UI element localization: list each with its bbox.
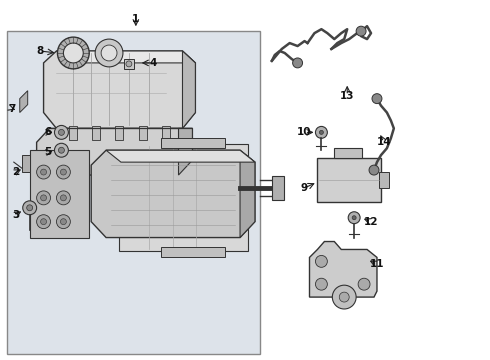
Circle shape (60, 195, 66, 201)
Circle shape (358, 278, 370, 290)
Text: 10: 10 (297, 127, 312, 138)
Text: 1: 1 (132, 14, 140, 24)
Circle shape (54, 125, 69, 139)
Polygon shape (91, 150, 255, 238)
Circle shape (316, 126, 327, 138)
Bar (124, 59, 134, 69)
Circle shape (41, 169, 47, 175)
Bar (162, 126, 170, 140)
Text: 8: 8 (36, 46, 43, 56)
Text: 13: 13 (340, 91, 354, 101)
Circle shape (369, 165, 379, 175)
Polygon shape (20, 91, 28, 113)
Circle shape (56, 191, 71, 205)
Circle shape (356, 26, 366, 36)
Text: 4: 4 (149, 58, 156, 68)
Circle shape (58, 147, 64, 153)
Text: 3: 3 (12, 210, 20, 220)
Polygon shape (56, 51, 196, 63)
Polygon shape (106, 150, 255, 162)
Circle shape (37, 191, 50, 205)
Circle shape (54, 143, 69, 157)
Bar (92, 126, 100, 140)
Circle shape (126, 61, 132, 67)
Circle shape (63, 43, 83, 63)
Circle shape (37, 215, 50, 229)
Polygon shape (240, 150, 255, 238)
Text: 6: 6 (44, 127, 51, 138)
Circle shape (41, 195, 47, 201)
Circle shape (56, 165, 71, 179)
Polygon shape (182, 51, 196, 129)
Polygon shape (178, 129, 193, 175)
Circle shape (60, 219, 66, 225)
Circle shape (352, 216, 356, 220)
Circle shape (60, 169, 66, 175)
Text: 5: 5 (44, 147, 51, 157)
Circle shape (23, 201, 37, 215)
Circle shape (372, 94, 382, 104)
Circle shape (293, 58, 302, 68)
Circle shape (56, 215, 71, 229)
Bar (161, 247, 225, 257)
Bar (30, 150, 89, 238)
Bar (272, 176, 284, 200)
Text: 7: 7 (8, 104, 16, 113)
Circle shape (58, 129, 64, 135)
Bar (161, 138, 225, 148)
Bar (379, 172, 389, 188)
Polygon shape (22, 155, 30, 172)
Bar (119, 144, 248, 251)
Circle shape (26, 205, 33, 211)
Circle shape (339, 292, 349, 302)
Circle shape (41, 219, 47, 225)
Bar (7, 31, 260, 354)
Polygon shape (37, 129, 193, 175)
Circle shape (57, 37, 89, 69)
Bar (70, 126, 77, 140)
Circle shape (316, 255, 327, 267)
Circle shape (101, 45, 117, 61)
Bar (318, 158, 381, 202)
Bar (334, 148, 362, 158)
Circle shape (316, 278, 327, 290)
Text: 9: 9 (301, 183, 308, 193)
Circle shape (348, 212, 360, 224)
Circle shape (37, 165, 50, 179)
Text: 14: 14 (377, 137, 391, 147)
Bar (139, 126, 147, 140)
Text: 2: 2 (12, 167, 20, 177)
Circle shape (332, 285, 356, 309)
Polygon shape (310, 242, 377, 297)
Circle shape (95, 39, 123, 67)
Text: 11: 11 (370, 259, 384, 269)
Circle shape (319, 130, 323, 134)
Text: 12: 12 (364, 217, 378, 227)
Bar (115, 126, 123, 140)
Polygon shape (44, 51, 196, 129)
